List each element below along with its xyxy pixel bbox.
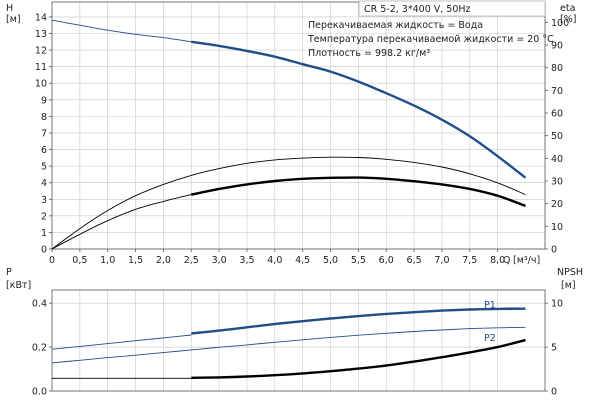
- series-line-0-0: [51, 19, 192, 43]
- series-line-1-4: [191, 338, 526, 379]
- flow-axis-unit: [м³/ч]: [513, 255, 540, 266]
- x-tick-label: 4,0: [267, 255, 282, 266]
- plot-frame-0: [51, 1, 546, 250]
- x-tick-label: 1,0: [100, 255, 115, 266]
- x-tick-label: 3,0: [212, 255, 227, 266]
- series-line-0-4: [191, 176, 526, 208]
- right-tick-label: 100: [551, 18, 569, 29]
- left-tick-label: 0.4: [32, 299, 47, 310]
- info-line-fluid: Перекачиваемая жидкость = Вода: [308, 20, 483, 31]
- x-tick-label: 5,0: [323, 255, 338, 266]
- right-tick-label: 10: [551, 299, 563, 310]
- info-line-density: Плотность = 998.2 кг/м³: [308, 48, 430, 59]
- left-tick-label: 8: [41, 112, 47, 123]
- series-layer: [51, 19, 527, 379]
- x-tick-label: 2,5: [184, 255, 199, 266]
- header-box: [358, 0, 546, 17]
- right-tick-label: 50: [551, 131, 563, 142]
- left-tick-label: 6: [41, 145, 47, 156]
- x-tick-label: 0: [49, 255, 55, 266]
- left-tick-label: 10: [35, 79, 47, 90]
- series-line-1-2: [51, 326, 526, 364]
- left-tick-label: 0.0: [32, 387, 47, 398]
- tick-layer: 0 0,5 1,0 1,5 2,0 2,5 3,0 3,5 4,0 4,5 5,0 5,5 6,0 6,5…: [32, 12, 569, 397]
- power-axis-unit: [кВт]: [6, 280, 31, 291]
- x-tick-label: 5,5: [351, 255, 366, 266]
- x-tick-label: 8,0: [490, 255, 505, 266]
- frame-layer: [49, 1, 548, 392]
- left-tick-label: 11: [35, 62, 47, 73]
- x-tick-label: 7,0: [434, 255, 449, 266]
- x-tick-label: 4,5: [295, 255, 310, 266]
- series-line-1-0: [51, 334, 192, 350]
- left-tick-label: 9: [41, 95, 47, 106]
- right-tick-label: 10: [551, 222, 563, 233]
- x-tick-label: 3,5: [239, 255, 254, 266]
- series-line-0-2: [51, 156, 526, 250]
- x-tick-label: 6,5: [407, 255, 422, 266]
- plot-frame-1: [51, 289, 546, 392]
- eta-axis-label: eta: [560, 3, 575, 14]
- left-tick-label: 1: [41, 228, 47, 239]
- x-tick-label: 0,5: [72, 255, 87, 266]
- right-tick-label: 60: [551, 109, 563, 120]
- grid-layer: [52, 2, 545, 392]
- head-axis-label: H: [6, 3, 13, 14]
- right-tick-label: 0: [551, 387, 557, 398]
- x-tick-label: 1,5: [128, 255, 143, 266]
- eta-axis-unit: [%]: [560, 14, 576, 25]
- power-axis-label: P: [6, 267, 12, 278]
- left-tick-label: 3: [41, 195, 47, 206]
- head-axis-unit: [м]: [6, 14, 21, 25]
- left-tick-label: 13: [35, 29, 47, 40]
- series-line-0-1: [191, 40, 527, 179]
- series-line-0-3: [51, 194, 192, 250]
- left-tick-label: 14: [35, 12, 47, 23]
- npsh-axis-label: NPSH: [557, 267, 583, 278]
- left-tick-label: 0.2: [32, 343, 47, 354]
- right-tick-label: 20: [551, 199, 563, 210]
- chart-header: CR 5-2, 3*400 V, 50Hz: [364, 4, 471, 15]
- left-tick-label: 5: [41, 162, 47, 173]
- series-label-p2: P2: [484, 333, 496, 344]
- series-label-p1: P1: [484, 300, 496, 311]
- flow-axis-label: Q: [503, 255, 510, 266]
- left-tick-label: 0: [41, 245, 47, 256]
- right-tick-label: 5: [551, 343, 557, 354]
- series-line-1-1: [191, 307, 526, 335]
- npsh-axis-unit: [м]: [561, 280, 576, 291]
- right-tick-label: 80: [551, 63, 563, 74]
- left-tick-label: 2: [41, 211, 47, 222]
- left-tick-label: 12: [35, 46, 47, 57]
- right-tick-label: 0: [551, 245, 557, 256]
- x-tick-label: 6,0: [379, 255, 394, 266]
- right-tick-label: 90: [551, 41, 563, 52]
- info-line-temperature: Температура перекачиваемой жидкости = 20…: [307, 34, 554, 45]
- left-tick-label: 4: [41, 178, 47, 189]
- x-tick-label: 7,5: [462, 255, 477, 266]
- right-tick-label: 30: [551, 177, 563, 188]
- left-tick-label: 7: [41, 128, 47, 139]
- x-tick-label: 2,0: [156, 255, 171, 266]
- right-tick-label: 70: [551, 86, 563, 97]
- right-tick-label: 40: [551, 154, 563, 165]
